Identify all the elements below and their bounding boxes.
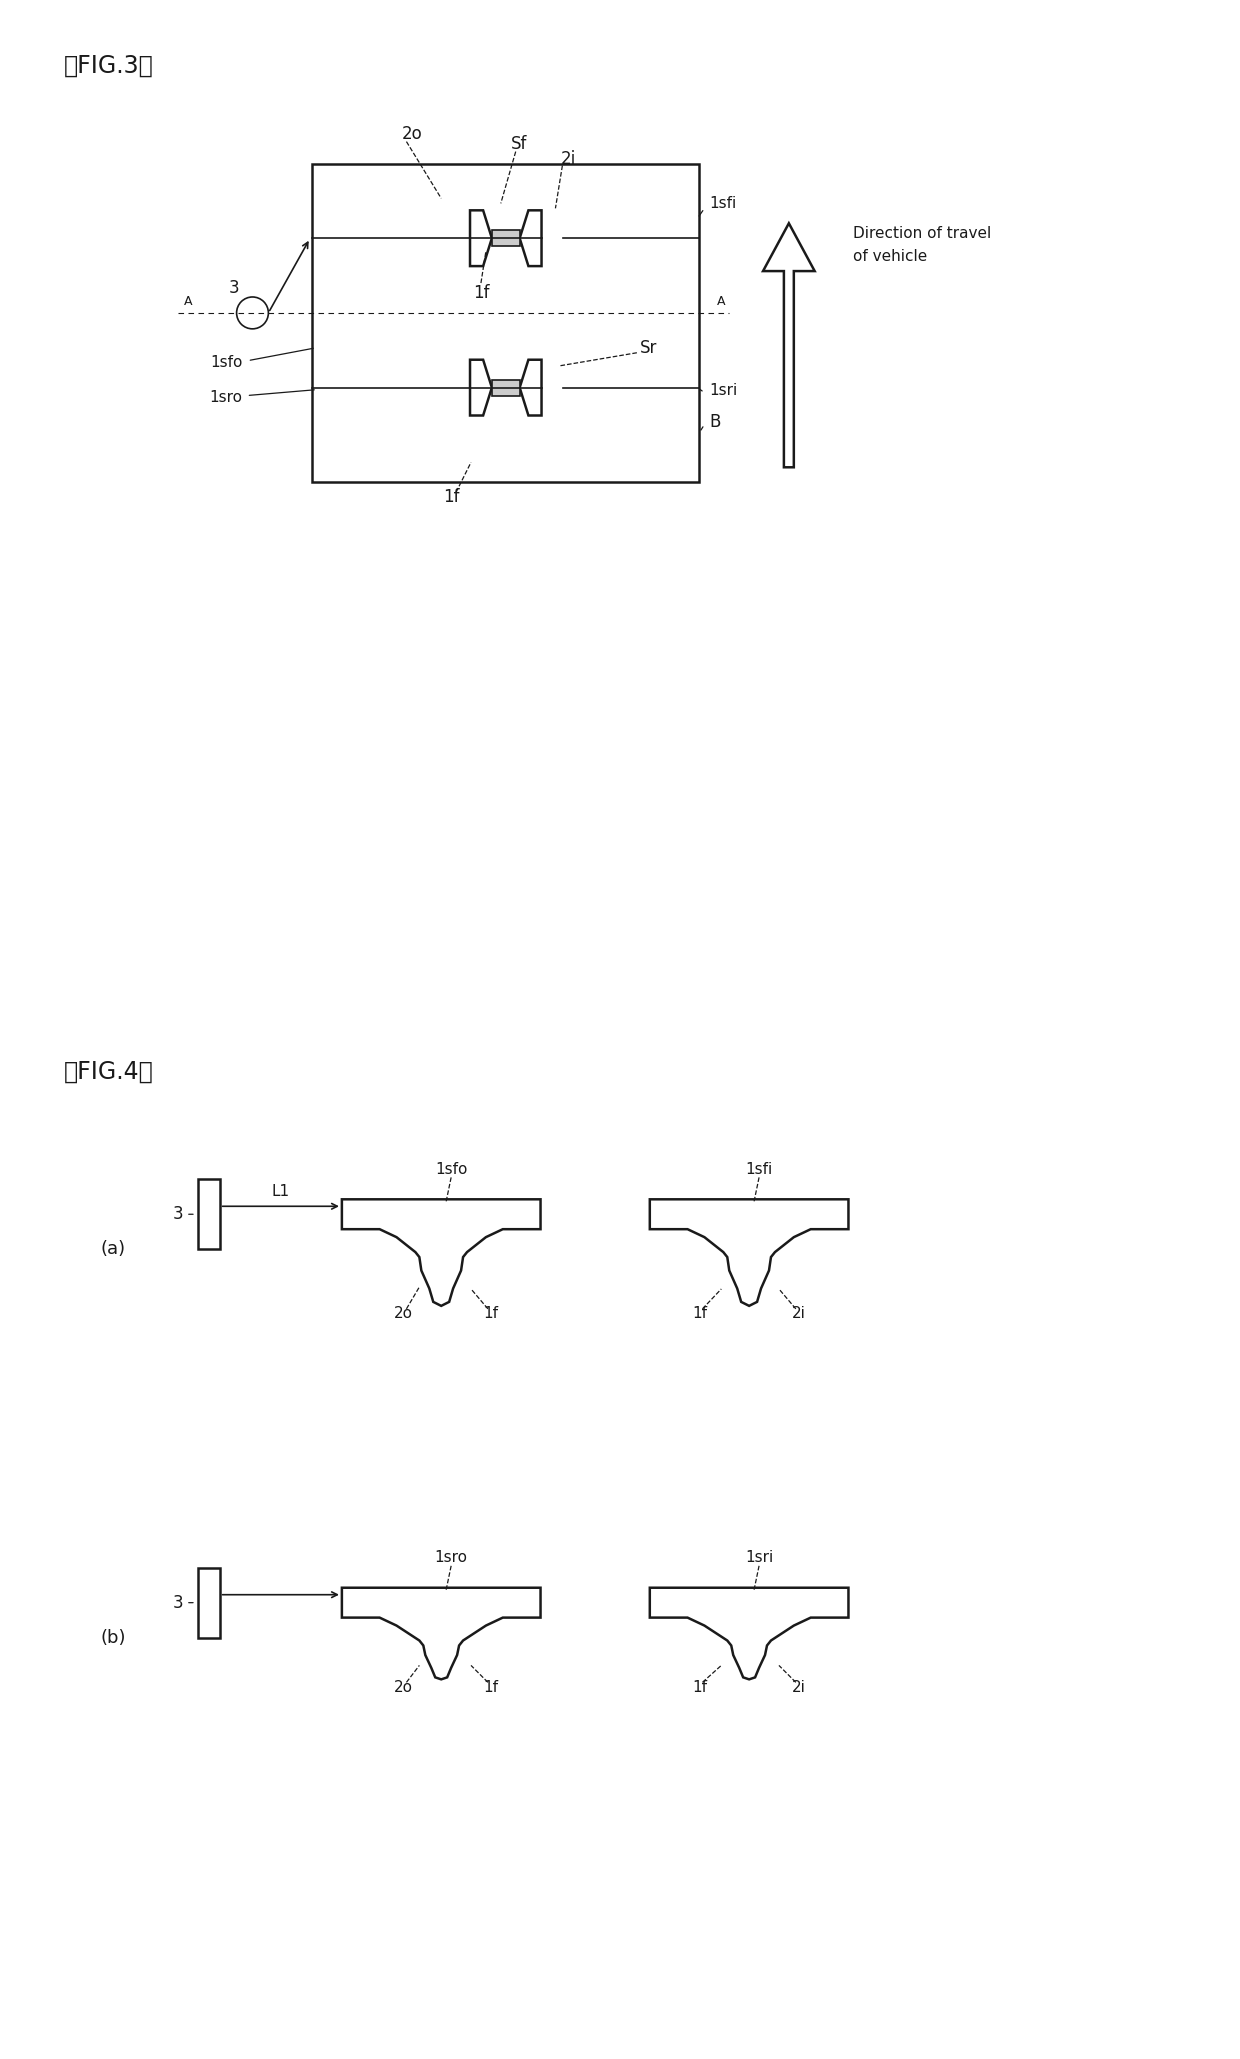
Text: 1sfo: 1sfo <box>435 1161 467 1178</box>
Bar <box>492 231 520 247</box>
Text: 3: 3 <box>229 280 239 296</box>
Polygon shape <box>470 360 492 416</box>
Text: 2o: 2o <box>402 126 423 142</box>
Text: 1f: 1f <box>443 488 459 507</box>
Text: Direction of travel: Direction of travel <box>853 226 992 241</box>
Text: 【FIG.3】: 【FIG.3】 <box>63 54 154 78</box>
Text: 1sfo: 1sfo <box>210 356 243 371</box>
Text: 1f: 1f <box>472 284 490 303</box>
Bar <box>492 379 520 395</box>
Polygon shape <box>520 360 542 416</box>
Polygon shape <box>470 210 492 266</box>
Text: 1f: 1f <box>692 1305 707 1322</box>
Text: 2i: 2i <box>792 1305 806 1322</box>
Text: B: B <box>709 414 720 432</box>
Text: 2i: 2i <box>792 1680 806 1695</box>
Text: of vehicle: of vehicle <box>853 249 928 264</box>
Text: 【FIG.4】: 【FIG.4】 <box>63 1060 154 1083</box>
Text: A: A <box>184 294 192 309</box>
Bar <box>312 163 699 482</box>
Text: 1f: 1f <box>484 1680 498 1695</box>
Text: A: A <box>717 294 725 309</box>
Text: 1sro: 1sro <box>210 389 243 406</box>
Text: (b): (b) <box>100 1629 126 1647</box>
Text: Sr: Sr <box>640 340 657 356</box>
Text: 1sri: 1sri <box>745 1550 774 1565</box>
Text: (a): (a) <box>100 1240 126 1258</box>
Bar <box>198 1567 219 1637</box>
Text: 2o: 2o <box>394 1680 413 1695</box>
FancyArrow shape <box>763 222 815 467</box>
Text: 2o: 2o <box>394 1305 413 1322</box>
Text: 3: 3 <box>172 1594 184 1612</box>
Text: L1: L1 <box>272 1184 290 1198</box>
Text: 1sri: 1sri <box>709 383 738 397</box>
Text: 2i: 2i <box>560 150 575 167</box>
Text: 3: 3 <box>172 1205 184 1223</box>
Text: Sf: Sf <box>511 134 527 152</box>
Text: 1sro: 1sro <box>435 1550 467 1565</box>
Bar <box>198 1180 219 1250</box>
Polygon shape <box>520 210 542 266</box>
Text: 1sfi: 1sfi <box>709 196 737 210</box>
Text: 1f: 1f <box>484 1305 498 1322</box>
Text: 1sfi: 1sfi <box>745 1161 773 1178</box>
Text: 1f: 1f <box>692 1680 707 1695</box>
